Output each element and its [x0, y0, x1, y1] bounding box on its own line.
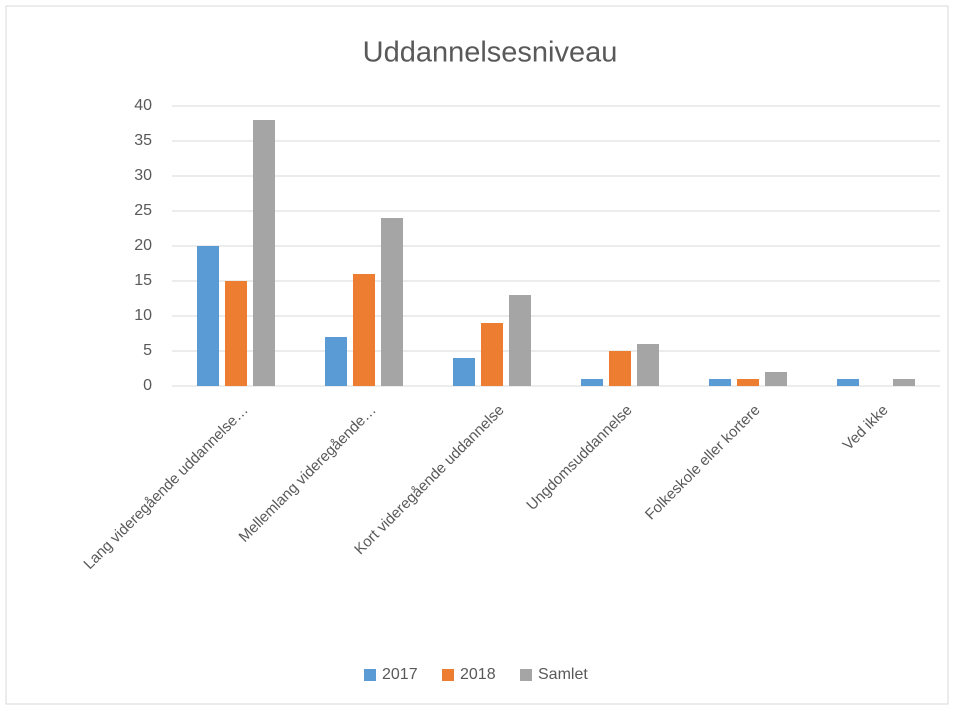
- bar: [325, 337, 347, 386]
- y-tick-label: 10: [134, 307, 152, 324]
- bar: [509, 295, 531, 386]
- bar: [225, 281, 247, 386]
- legend-label: 2018: [460, 666, 496, 683]
- bar: [481, 323, 503, 386]
- legend-swatch: [442, 669, 454, 681]
- y-tick-label: 40: [134, 97, 152, 114]
- bar: [709, 379, 731, 386]
- bar: [893, 379, 915, 386]
- y-tick-label: 35: [134, 132, 152, 149]
- bar: [837, 379, 859, 386]
- bar: [197, 246, 219, 386]
- legend-swatch: [364, 669, 376, 681]
- y-tick-label: 5: [143, 342, 152, 359]
- y-tick-label: 25: [134, 202, 152, 219]
- bar: [637, 344, 659, 386]
- bar: [253, 120, 275, 386]
- y-tick-label: 30: [134, 167, 152, 184]
- bar: [353, 274, 375, 386]
- bar: [581, 379, 603, 386]
- bar: [453, 358, 475, 386]
- bar: [381, 218, 403, 386]
- legend-label: Samlet: [538, 666, 588, 683]
- y-tick-label: 0: [143, 377, 152, 394]
- y-tick-label: 15: [134, 272, 152, 289]
- legend-label: 2017: [382, 666, 418, 683]
- legend-swatch: [520, 669, 532, 681]
- y-tick-label: 20: [134, 237, 152, 254]
- bar: [765, 372, 787, 386]
- chart-title: Uddannelsesniveau: [363, 37, 618, 69]
- bar: [609, 351, 631, 386]
- bar: [737, 379, 759, 386]
- chart-frame: [5, 5, 949, 705]
